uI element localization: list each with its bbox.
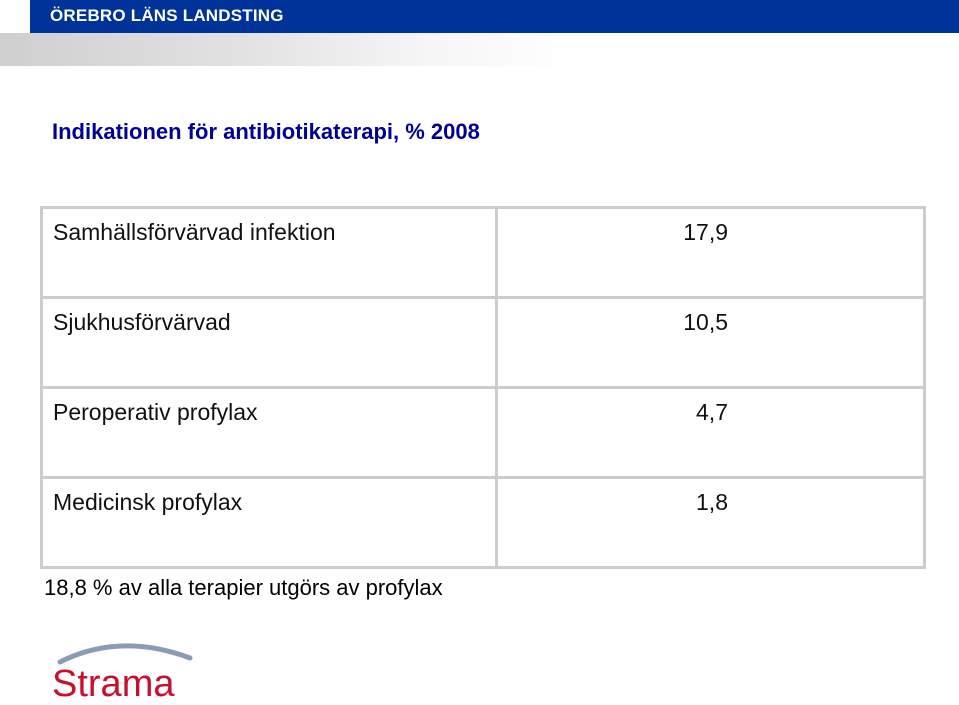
footnote: 18,8 % av alla terapier utgörs av profyl… (44, 575, 443, 600)
logo-text: Strama (52, 663, 175, 700)
row-value: 1,8 (495, 476, 926, 569)
table-row: Medicinsk profylax 1,8 (40, 476, 926, 569)
header-gradient-band (0, 33, 959, 66)
row-value: 17,9 (495, 206, 926, 299)
table-row: Sjukhusförvärvad 10,5 (40, 296, 926, 389)
row-value: 4,7 (495, 386, 926, 479)
row-value: 10,5 (495, 296, 926, 389)
table-row: Samhällsförvärvad infektion 17,9 (40, 206, 926, 299)
table-row: Peroperativ profylax 4,7 (40, 386, 926, 479)
row-label: Sjukhusförvärvad (40, 296, 498, 389)
slide-title: Indikationen för antibiotikaterapi, % 20… (52, 119, 480, 144)
strama-logo-graphic: Strama (52, 643, 193, 705)
row-label: Medicinsk profylax (40, 476, 498, 569)
row-label: Samhällsförvärvad infektion (40, 206, 498, 299)
strama-logo: Strama (50, 636, 200, 705)
header-bar: ÖREBRO LÄNS LANDSTING (30, 0, 959, 33)
row-label: Peroperativ profylax (40, 386, 498, 479)
org-name: ÖREBRO LÄNS LANDSTING (50, 6, 284, 25)
indication-table: Samhällsförvärvad infektion 17,9 Sjukhus… (40, 206, 926, 569)
